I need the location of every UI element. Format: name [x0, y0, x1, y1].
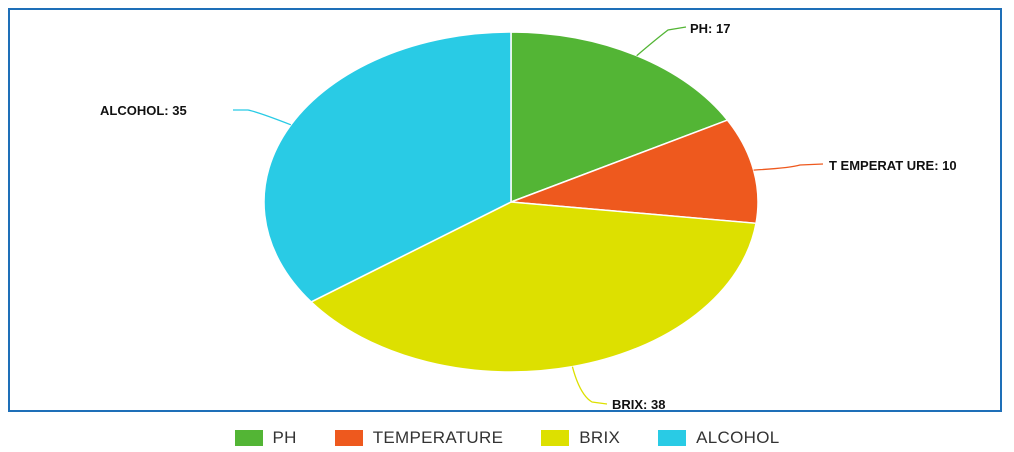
pie-slice-ph[interactable]	[510, 31, 729, 204]
slice-label-temperature: T EMPERAT URE: 10	[829, 158, 957, 173]
slice-label-brix: BRIX: 38	[612, 397, 665, 412]
legend-label-temperature: TEMPERATURE	[372, 428, 504, 447]
leader-lines	[233, 26, 824, 405]
legend-label-ph: PH	[272, 428, 297, 447]
legend-swatch-ph	[234, 430, 263, 446]
slice-label-ph: PH: 17	[690, 21, 730, 36]
slice-label-alcohol: ALCOHOL: 35	[100, 103, 187, 118]
pie-slice-brix[interactable]	[309, 201, 757, 373]
legend-item-ph[interactable]: PH	[234, 428, 297, 448]
legend-item-temperature[interactable]: TEMPERATURE	[334, 428, 504, 448]
leader-line-alcohol	[233, 109, 292, 126]
legend-label-brix: BRIX	[579, 428, 621, 447]
legend-swatch-brix	[541, 430, 570, 446]
leader-line-ph	[636, 26, 687, 57]
legend-item-alcohol[interactable]: ALCOHOL	[658, 428, 779, 448]
pie-slice-alcohol[interactable]	[263, 31, 512, 303]
legend-item-brix[interactable]: BRIX	[541, 428, 620, 448]
pie-slices	[263, 31, 759, 373]
leader-line-temperature	[753, 163, 824, 171]
legend-swatch-temperature	[334, 430, 363, 446]
leader-line-brix	[571, 366, 608, 405]
chart-legend: PH TEMPERATURE BRIX ALCOHOL	[0, 428, 1014, 448]
slice-labels: PH: 17 T EMPERAT URE: 10 BRIX: 38 ALCOHO…	[100, 21, 957, 412]
legend-swatch-alcohol	[658, 430, 687, 446]
legend-label-alcohol: ALCOHOL	[696, 428, 780, 447]
